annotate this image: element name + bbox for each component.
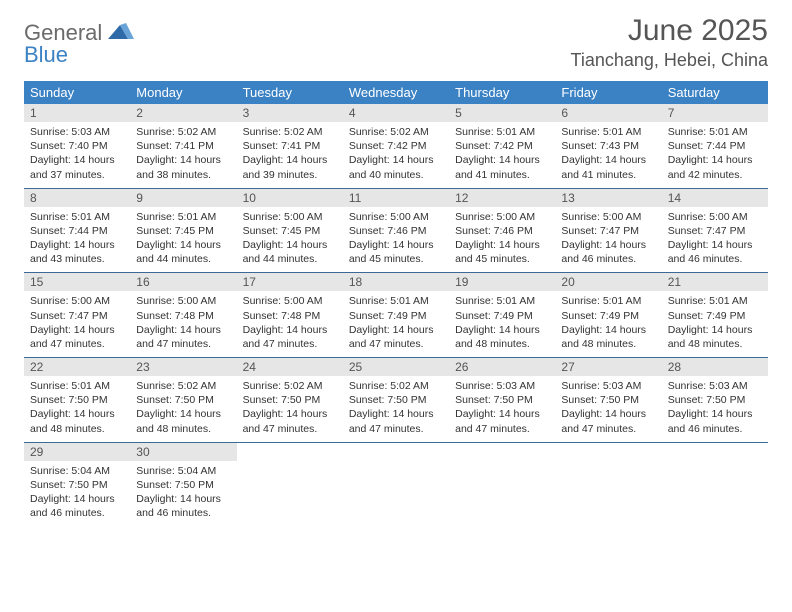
day-content-cell: Sunrise: 5:03 AMSunset: 7:50 PMDaylight:… — [662, 376, 768, 442]
day-number-cell — [449, 442, 555, 461]
daynum-row: 22232425262728 — [24, 358, 768, 377]
day-number-cell: 10 — [237, 188, 343, 207]
day-number-cell: 26 — [449, 358, 555, 377]
day-number-cell: 22 — [24, 358, 130, 377]
day-content-cell: Sunrise: 5:01 AMSunset: 7:42 PMDaylight:… — [449, 122, 555, 188]
daynum-row: 2930 — [24, 442, 768, 461]
day-content-cell: Sunrise: 5:04 AMSunset: 7:50 PMDaylight:… — [24, 461, 130, 527]
day-content-cell: Sunrise: 5:03 AMSunset: 7:50 PMDaylight:… — [449, 376, 555, 442]
content-row: Sunrise: 5:01 AMSunset: 7:50 PMDaylight:… — [24, 376, 768, 442]
calendar-table: Sunday Monday Tuesday Wednesday Thursday… — [24, 81, 768, 527]
day-number-cell: 5 — [449, 104, 555, 122]
day-number-cell: 13 — [555, 188, 661, 207]
day-number-cell: 7 — [662, 104, 768, 122]
calendar-body: 1234567Sunrise: 5:03 AMSunset: 7:40 PMDa… — [24, 104, 768, 527]
day-number-cell: 18 — [343, 273, 449, 292]
day-content-cell — [343, 461, 449, 527]
day-content-cell: Sunrise: 5:01 AMSunset: 7:49 PMDaylight:… — [555, 291, 661, 357]
daynum-row: 15161718192021 — [24, 273, 768, 292]
day-content-cell: Sunrise: 5:02 AMSunset: 7:41 PMDaylight:… — [130, 122, 236, 188]
day-content-cell: Sunrise: 5:01 AMSunset: 7:43 PMDaylight:… — [555, 122, 661, 188]
day-content-cell: Sunrise: 5:01 AMSunset: 7:45 PMDaylight:… — [130, 207, 236, 273]
daynum-row: 891011121314 — [24, 188, 768, 207]
day-number-cell: 28 — [662, 358, 768, 377]
day-number-cell — [662, 442, 768, 461]
day-number-cell: 24 — [237, 358, 343, 377]
day-content-cell: Sunrise: 5:03 AMSunset: 7:50 PMDaylight:… — [555, 376, 661, 442]
content-row: Sunrise: 5:04 AMSunset: 7:50 PMDaylight:… — [24, 461, 768, 527]
day-number-cell: 3 — [237, 104, 343, 122]
day-content-cell: Sunrise: 5:02 AMSunset: 7:41 PMDaylight:… — [237, 122, 343, 188]
day-content-cell: Sunrise: 5:01 AMSunset: 7:49 PMDaylight:… — [662, 291, 768, 357]
day-content-cell: Sunrise: 5:01 AMSunset: 7:44 PMDaylight:… — [24, 207, 130, 273]
day-content-cell: Sunrise: 5:00 AMSunset: 7:46 PMDaylight:… — [449, 207, 555, 273]
day-number-cell: 23 — [130, 358, 236, 377]
day-content-cell: Sunrise: 5:02 AMSunset: 7:50 PMDaylight:… — [237, 376, 343, 442]
day-content-cell — [449, 461, 555, 527]
content-row: Sunrise: 5:00 AMSunset: 7:47 PMDaylight:… — [24, 291, 768, 357]
day-number-cell: 27 — [555, 358, 661, 377]
daynum-row: 1234567 — [24, 104, 768, 122]
day-content-cell: Sunrise: 5:04 AMSunset: 7:50 PMDaylight:… — [130, 461, 236, 527]
day-number-cell: 30 — [130, 442, 236, 461]
day-number-cell: 2 — [130, 104, 236, 122]
location-subtitle: Tianchang, Hebei, China — [571, 50, 768, 71]
day-number-cell: 14 — [662, 188, 768, 207]
day-content-cell: Sunrise: 5:00 AMSunset: 7:48 PMDaylight:… — [130, 291, 236, 357]
day-content-cell: Sunrise: 5:02 AMSunset: 7:50 PMDaylight:… — [130, 376, 236, 442]
day-number-cell — [343, 442, 449, 461]
day-content-cell: Sunrise: 5:01 AMSunset: 7:49 PMDaylight:… — [449, 291, 555, 357]
day-content-cell: Sunrise: 5:01 AMSunset: 7:49 PMDaylight:… — [343, 291, 449, 357]
weekday-header: Wednesday — [343, 81, 449, 104]
day-number-cell: 25 — [343, 358, 449, 377]
day-content-cell: Sunrise: 5:02 AMSunset: 7:50 PMDaylight:… — [343, 376, 449, 442]
weekday-header: Thursday — [449, 81, 555, 104]
day-content-cell: Sunrise: 5:01 AMSunset: 7:44 PMDaylight:… — [662, 122, 768, 188]
day-number-cell: 16 — [130, 273, 236, 292]
weekday-header: Sunday — [24, 81, 130, 104]
day-number-cell: 6 — [555, 104, 661, 122]
day-content-cell: Sunrise: 5:00 AMSunset: 7:45 PMDaylight:… — [237, 207, 343, 273]
day-content-cell: Sunrise: 5:02 AMSunset: 7:42 PMDaylight:… — [343, 122, 449, 188]
day-number-cell — [555, 442, 661, 461]
weekday-header: Friday — [555, 81, 661, 104]
day-content-cell: Sunrise: 5:03 AMSunset: 7:40 PMDaylight:… — [24, 122, 130, 188]
day-number-cell: 8 — [24, 188, 130, 207]
content-row: Sunrise: 5:01 AMSunset: 7:44 PMDaylight:… — [24, 207, 768, 273]
brand-text-blue: Blue — [24, 42, 68, 68]
day-number-cell: 1 — [24, 104, 130, 122]
weekday-header: Monday — [130, 81, 236, 104]
day-number-cell: 19 — [449, 273, 555, 292]
day-content-cell — [555, 461, 661, 527]
day-content-cell: Sunrise: 5:00 AMSunset: 7:47 PMDaylight:… — [662, 207, 768, 273]
day-content-cell — [662, 461, 768, 527]
day-number-cell: 9 — [130, 188, 236, 207]
day-number-cell: 12 — [449, 188, 555, 207]
day-number-cell: 20 — [555, 273, 661, 292]
day-number-cell: 4 — [343, 104, 449, 122]
day-content-cell: Sunrise: 5:00 AMSunset: 7:47 PMDaylight:… — [555, 207, 661, 273]
month-title: June 2025 — [571, 14, 768, 48]
content-row: Sunrise: 5:03 AMSunset: 7:40 PMDaylight:… — [24, 122, 768, 188]
weekday-header-row: Sunday Monday Tuesday Wednesday Thursday… — [24, 81, 768, 104]
day-number-cell: 29 — [24, 442, 130, 461]
day-content-cell — [237, 461, 343, 527]
weekday-header: Saturday — [662, 81, 768, 104]
day-content-cell: Sunrise: 5:00 AMSunset: 7:48 PMDaylight:… — [237, 291, 343, 357]
weekday-header: Tuesday — [237, 81, 343, 104]
day-content-cell: Sunrise: 5:01 AMSunset: 7:50 PMDaylight:… — [24, 376, 130, 442]
day-number-cell: 17 — [237, 273, 343, 292]
day-content-cell: Sunrise: 5:00 AMSunset: 7:46 PMDaylight:… — [343, 207, 449, 273]
day-number-cell — [237, 442, 343, 461]
day-number-cell: 15 — [24, 273, 130, 292]
title-block: June 2025 Tianchang, Hebei, China — [571, 14, 768, 71]
logo-triangle-icon — [108, 21, 134, 44]
day-number-cell: 21 — [662, 273, 768, 292]
day-number-cell: 11 — [343, 188, 449, 207]
day-content-cell: Sunrise: 5:00 AMSunset: 7:47 PMDaylight:… — [24, 291, 130, 357]
page-header: General June 2025 Tianchang, Hebei, Chin… — [0, 0, 792, 75]
